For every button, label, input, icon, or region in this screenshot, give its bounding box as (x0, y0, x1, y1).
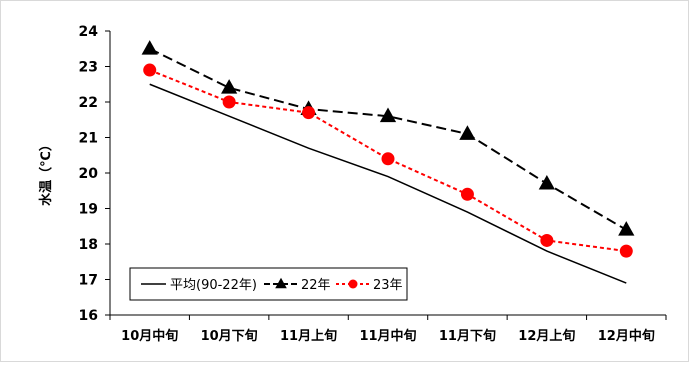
circle-marker (143, 63, 157, 77)
x-tick-label: 11月中旬 (359, 328, 416, 344)
series-layer (141, 40, 635, 284)
y-tick-label: 22 (79, 95, 98, 111)
legend-label: 22年 (301, 278, 331, 293)
triangle-marker (618, 221, 635, 236)
axes: 16 17 18 19 20 21 22 23 24 10月中旬 10月下旬 11月上旬 11月中旬 11… (79, 24, 667, 344)
y-tick-label: 20 (79, 166, 99, 182)
circle-marker (222, 95, 236, 109)
triangle-marker (459, 125, 476, 140)
circle-marker (381, 152, 395, 166)
x-tick-label: 12月上旬 (518, 328, 575, 344)
y-tick-label: 17 (79, 273, 98, 289)
triangle-marker (538, 174, 555, 190)
circle-marker (540, 233, 554, 247)
legend-label: 23年 (373, 278, 403, 293)
circle-marker (619, 244, 633, 258)
x-tick-label: 11月上旬 (280, 328, 337, 344)
series-0 (149, 83, 627, 284)
series-2 (143, 63, 633, 258)
x-tick-label: 11月下旬 (439, 328, 496, 344)
y-tick-label: 23 (79, 60, 98, 76)
circle-marker (348, 279, 358, 289)
x-tick-label: 10月中旬 (121, 328, 178, 344)
circle-marker (460, 187, 474, 201)
y-tick-label: 18 (79, 237, 98, 253)
circle-marker (302, 106, 316, 120)
triangle-marker (141, 40, 158, 55)
y-tick-label: 19 (79, 202, 98, 218)
y-tick-label: 21 (79, 131, 98, 147)
triangle-marker (275, 277, 287, 289)
triangle-marker (379, 107, 397, 123)
y-axis-label: 水温（℃） (38, 138, 54, 206)
triangle-marker (221, 79, 238, 94)
x-tick-label: 10月下旬 (201, 328, 258, 344)
x-tick-label: 12月中旬 (598, 328, 655, 344)
series-line (149, 83, 627, 284)
legend-label: 平均(90-22年) (170, 278, 257, 293)
y-tick-label: 16 (79, 308, 98, 324)
y-tick-label: 24 (79, 24, 99, 40)
legend: 平均(90-22年) 22年 23年 (129, 267, 408, 301)
